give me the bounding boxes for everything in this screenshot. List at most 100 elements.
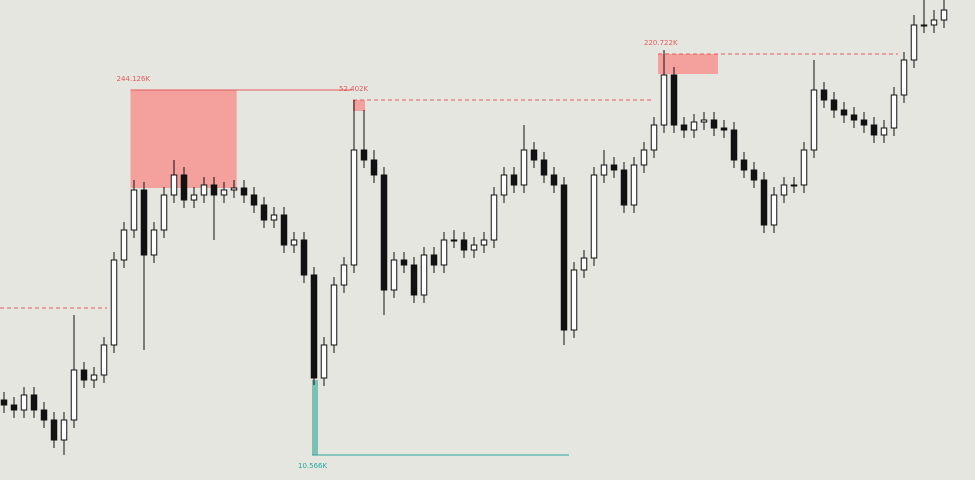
candle-body [300, 239, 308, 276]
candle-body [410, 264, 418, 296]
zone [353, 100, 365, 111]
zone-label: 52.402K [339, 85, 368, 93]
candle-body [450, 239, 458, 242]
candle-body [480, 239, 488, 246]
candle-body [330, 284, 338, 346]
candle-body [60, 419, 68, 441]
candle-body [560, 184, 568, 331]
candle-body [600, 164, 608, 176]
candle-body [670, 74, 678, 126]
candle-body [130, 189, 138, 231]
candle-body [440, 239, 448, 266]
candle-body [200, 184, 208, 196]
candle-body [700, 119, 708, 123]
candle-body [290, 239, 298, 246]
candle-body [190, 194, 198, 201]
candle-body [380, 174, 388, 291]
candle-body [770, 194, 778, 226]
candle-body [830, 99, 838, 111]
candle-body [240, 187, 248, 196]
candle-body [430, 254, 438, 266]
candle-body [690, 121, 698, 131]
candle-body [840, 109, 848, 116]
candle-body [760, 179, 768, 226]
candle-body [470, 244, 478, 251]
zone-label: 10.566K [298, 462, 327, 470]
candle-body [910, 24, 918, 61]
candle-body [120, 229, 128, 261]
candle-body [40, 409, 48, 421]
candle-body [880, 127, 888, 136]
candle-body [630, 164, 638, 206]
candle-body [20, 394, 28, 411]
candle-body [590, 174, 598, 259]
candle-body [90, 374, 98, 381]
candle-body [30, 394, 38, 411]
candle-body [170, 174, 178, 196]
candle-body [230, 187, 238, 191]
candle-body [210, 184, 218, 196]
candle-body [810, 89, 818, 151]
candle-body [790, 184, 798, 187]
candle-body [940, 9, 948, 21]
candle-body [280, 214, 288, 246]
candle-body [500, 174, 508, 196]
candle-body [660, 74, 668, 126]
candle-body [510, 174, 518, 186]
zone [658, 54, 718, 74]
candle-body [720, 127, 728, 131]
candle-body [160, 194, 168, 231]
candle-body [270, 214, 278, 221]
candle-body [150, 229, 158, 256]
candle-body [370, 159, 378, 176]
candle-body [820, 89, 828, 101]
candle-body [260, 204, 268, 221]
candle-body [400, 259, 408, 266]
zone [312, 380, 318, 455]
candle-body [730, 129, 738, 161]
candle-body [110, 259, 118, 346]
candle-body [610, 164, 618, 171]
candle-body [250, 194, 258, 206]
candle-body [890, 94, 898, 129]
candle-body [140, 189, 148, 256]
candle-body [520, 149, 528, 186]
candle-body [920, 24, 928, 27]
zone-label: 244.126K [117, 75, 151, 83]
candle-body [100, 344, 108, 376]
candle-body [650, 124, 658, 151]
candle-body [580, 257, 588, 271]
candle-body [180, 174, 188, 201]
candle-body [50, 419, 58, 441]
candle-body [80, 369, 88, 381]
candle-body [310, 274, 318, 379]
candle-body [220, 189, 228, 196]
candle-body [640, 149, 648, 166]
candle-body [350, 149, 358, 266]
candle-body [780, 184, 788, 196]
candle-body [930, 19, 938, 26]
candle-body [70, 369, 78, 421]
candle-body [900, 59, 908, 96]
candle-body [390, 259, 398, 291]
candle-body [800, 149, 808, 186]
candle-body [750, 169, 758, 181]
candle-body [710, 119, 718, 129]
candle-body [0, 399, 8, 406]
candle-body [860, 119, 868, 126]
candle-body [850, 114, 858, 121]
candle-body [870, 124, 878, 136]
candle-body [530, 149, 538, 161]
candle-body [340, 264, 348, 286]
candle-body [540, 159, 548, 176]
candle-body [10, 404, 18, 411]
candle-body [620, 169, 628, 206]
zone-label: 220.722K [644, 39, 678, 47]
candle-body [550, 174, 558, 186]
candle-body [570, 269, 578, 331]
candle-body [740, 159, 748, 171]
candle-body [420, 254, 428, 296]
candle-body [680, 124, 688, 131]
candle-body [360, 149, 368, 161]
